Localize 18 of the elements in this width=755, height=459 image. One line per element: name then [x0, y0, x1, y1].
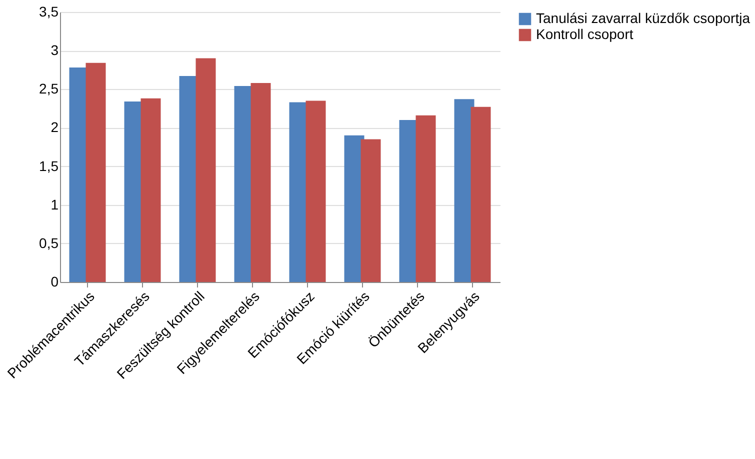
bar [196, 58, 216, 282]
bar [416, 115, 436, 282]
bar [360, 139, 381, 282]
bar [306, 100, 326, 282]
y-tick-label: 0,5 [39, 234, 59, 251]
y-tick-label: 3 [50, 42, 59, 58]
y-tick-label: 0 [50, 274, 59, 290]
bar [86, 62, 106, 282]
bar [250, 82, 271, 282]
y-tick-label: 2 [50, 119, 59, 136]
bar [470, 106, 491, 282]
y-tick-label: 3,5 [39, 4, 59, 20]
y-tick-label: 1 [50, 196, 59, 212]
y-tick-label: 2,5 [39, 80, 59, 97]
y-tick-label: 1,5 [39, 158, 59, 174]
legend-label: Tanulási zavarral küzdők csoportja [536, 10, 750, 26]
bar [140, 98, 161, 282]
legend-label: Kontroll csoport [536, 26, 634, 42]
